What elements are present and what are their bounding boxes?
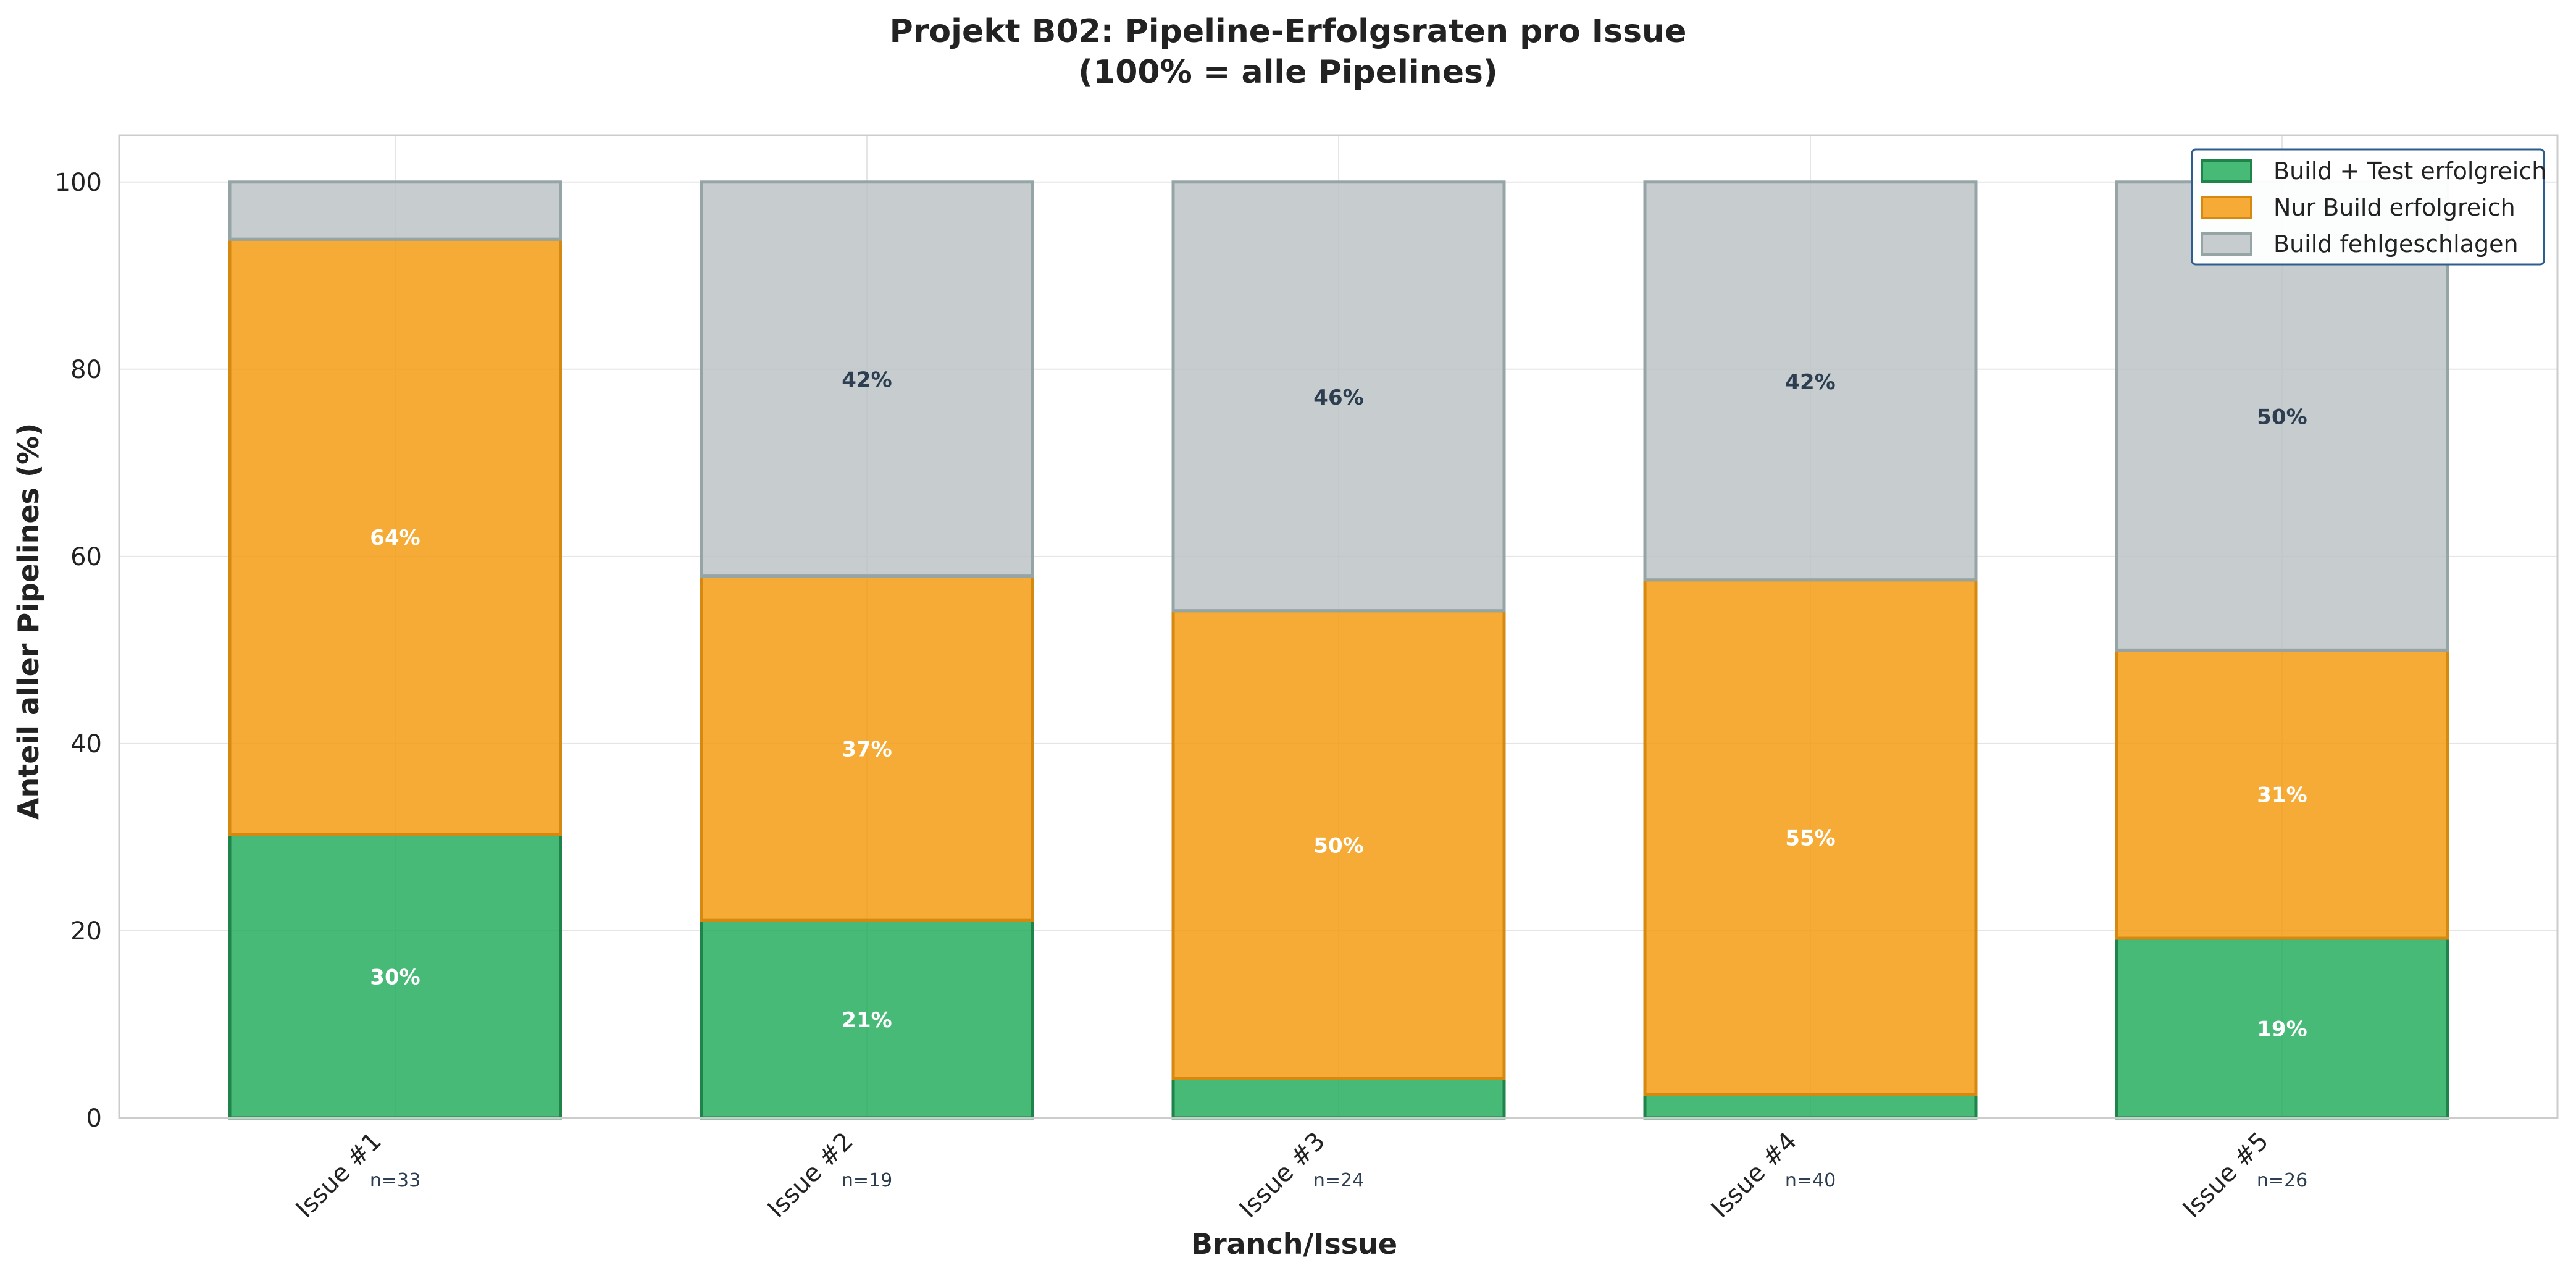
y-axis-label: Anteil aller Pipelines (%): [12, 423, 45, 820]
bar-segment-s1-c0: [228, 237, 562, 836]
data-label-s1-c2: 50%: [1313, 834, 1363, 859]
bar-segment-s2-c3: [1643, 180, 1978, 582]
x-axis-ticks: Issue #1n=33 Issue #2n=19 Issue #3n=24 Issu…: [291, 1127, 2307, 1224]
data-label-s1-c4: 31%: [2257, 783, 2307, 808]
plot-border: [118, 134, 2559, 1119]
data-label-s0-c4: 19%: [2257, 1017, 2307, 1042]
y-axis-ticks: 0 20 40 60 80 100: [55, 169, 102, 1133]
bar-segment-s1-c3: [1643, 578, 1978, 1096]
count-label-2: n=24: [1313, 1170, 1364, 1191]
data-label-s2-c4: 50%: [2257, 405, 2307, 430]
bar-segment-s2-c1: [700, 180, 1034, 578]
data-label-s1-c1: 37%: [842, 737, 892, 762]
data-label-s1-c0: 64%: [370, 526, 420, 550]
y-tick-label-4: 80: [70, 356, 102, 384]
legend-swatch-2: [2201, 232, 2252, 256]
bar-segment-s2-c0: [228, 180, 562, 241]
legend-label-2: Build fehlgeschlagen: [2273, 230, 2519, 258]
y-tick-label-2: 40: [70, 730, 102, 758]
count-label-0: n=33: [370, 1170, 420, 1191]
y-tick-label-3: 60: [70, 543, 102, 571]
bar-segment-s0-c0: [228, 833, 562, 1120]
bar-segment-s1-c4: [2115, 648, 2449, 940]
chart-title-line1: Projekt B02: Pipeline-Erfolgsraten pro I…: [890, 13, 1687, 50]
count-label-4: n=26: [2257, 1170, 2307, 1191]
data-label-s2-c3: 42%: [1785, 370, 1835, 395]
data-label-s2-c1: 42%: [842, 368, 892, 393]
segment-labels: 30% 64% 21% 37% 42% 50% 46% 55% 42% 19% 31% 50%: [370, 368, 2307, 1042]
bars: [228, 180, 2449, 1120]
data-label-s0-c0: 30%: [370, 965, 420, 989]
y-tick-label-5: 100: [55, 169, 102, 197]
bar-segment-s2-c2: [1171, 180, 1506, 613]
data-label-s1-c3: 55%: [1785, 826, 1835, 850]
chart-title-line2: (100% = alle Pipelines): [1078, 54, 1497, 91]
bar-segment-s1-c2: [1171, 609, 1506, 1080]
bar-segment-s0-c4: [2115, 936, 2449, 1120]
x-axis-label: Branch/Issue: [1191, 1227, 1397, 1261]
data-label-s0-c1: 21%: [842, 1008, 892, 1033]
legend-box: [2191, 148, 2545, 266]
legend-swatch-1: [2201, 196, 2252, 219]
y-tick-label-1: 20: [70, 917, 102, 946]
data-label-s2-c2: 46%: [1313, 385, 1363, 410]
plot-frame: [118, 134, 2559, 1119]
bar-segment-s0-c3: [1643, 1093, 1978, 1120]
legend-label-1: Nur Build erfolgreich: [2273, 194, 2515, 221]
legend-swatch-0: [2201, 159, 2252, 183]
count-label-1: n=19: [842, 1170, 892, 1191]
bar-segment-s0-c2: [1171, 1077, 1506, 1120]
y-tick-label-0: 0: [86, 1104, 102, 1133]
bar-segment-s0-c1: [700, 918, 1034, 1120]
legend: Build + Test erfolgreich Nur Build erfolg…: [2191, 148, 2546, 266]
bar-segment-s1-c1: [700, 574, 1034, 922]
legend-label-0: Build + Test erfolgreich: [2273, 158, 2546, 185]
count-label-3: n=40: [1785, 1170, 1836, 1191]
